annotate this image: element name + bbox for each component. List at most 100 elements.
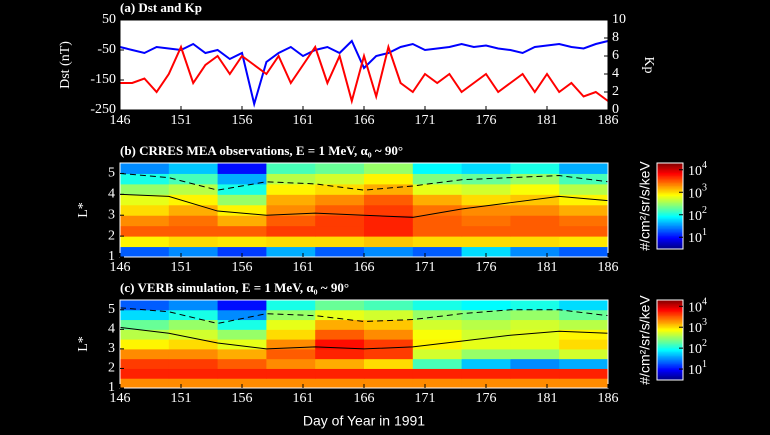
heat-cell xyxy=(120,183,170,195)
heat-cell xyxy=(266,378,316,389)
colorbar-segment xyxy=(657,373,683,376)
x-tick-label: 186 xyxy=(598,391,619,406)
colorbar-segment xyxy=(657,336,683,338)
heat-cell xyxy=(364,378,414,389)
heat-cell xyxy=(559,329,609,340)
colorbar-segment xyxy=(657,313,683,316)
heat-cell xyxy=(412,204,463,216)
heat-cell xyxy=(364,173,414,185)
heat-cell xyxy=(266,194,316,206)
colorbar-segment xyxy=(657,309,683,312)
colorbar-segment xyxy=(657,362,683,365)
colorbar-label: #/cm²/sr/s/keV xyxy=(637,295,653,385)
colorbar-segment xyxy=(657,233,683,236)
colorbar-segment xyxy=(657,310,683,313)
y2-tick-label: 0 xyxy=(612,102,619,117)
colorbar-segment xyxy=(657,168,683,171)
colorbar-segment xyxy=(657,321,683,324)
colorbar-label: #/cm²/sr/s/keV xyxy=(637,161,653,251)
heat-cell xyxy=(217,173,267,185)
y-tick-label: 4 xyxy=(108,322,115,337)
heat-cell xyxy=(510,329,560,340)
colorbar-segment xyxy=(657,191,683,194)
heat-cell xyxy=(559,204,609,216)
heat-cell xyxy=(559,194,609,206)
heat-cell xyxy=(315,378,365,389)
colorbar-segment xyxy=(657,216,683,218)
heat-cell xyxy=(168,183,219,195)
heat-cell xyxy=(510,236,560,248)
tick-base: 10 xyxy=(688,363,702,378)
colorbar-segment xyxy=(657,200,683,203)
heat-cell xyxy=(412,300,463,311)
colorbar-segment xyxy=(657,338,683,341)
heat-cell xyxy=(120,246,170,258)
colorbar-segment xyxy=(657,210,683,213)
colorbar-tick-label: 101 xyxy=(688,359,707,378)
heat-cell xyxy=(510,183,560,195)
heat-cell xyxy=(412,173,463,185)
x-tick-label: 176 xyxy=(476,260,497,275)
colorbar-segment xyxy=(657,357,683,360)
heat-cell xyxy=(559,215,609,227)
colorbar-segment xyxy=(657,231,683,234)
heat-cell xyxy=(266,348,316,360)
colorbar-segment xyxy=(657,318,683,321)
heat-cell xyxy=(315,236,365,248)
colorbar-segment xyxy=(657,234,683,237)
colorbar-tick-label: 104 xyxy=(688,160,707,179)
heat-cell xyxy=(461,215,511,227)
heat-cell xyxy=(364,368,414,379)
colorbar-segment xyxy=(657,348,683,350)
colorbar-segment xyxy=(657,220,683,223)
heat-cell xyxy=(120,329,170,340)
heat-cell xyxy=(315,173,365,185)
y2-tick-label: 8 xyxy=(612,30,619,45)
heat-cell xyxy=(168,215,219,227)
heat-cell xyxy=(120,173,170,185)
x-tick-label: 171 xyxy=(415,391,436,406)
y-tick-label: 3 xyxy=(108,341,115,356)
colorbar-segment xyxy=(657,312,683,314)
colorbar-segment xyxy=(657,320,683,322)
colorbar-tick-label: 103 xyxy=(688,318,707,337)
y-axis-label: L* xyxy=(76,336,91,352)
x-tick-label: 181 xyxy=(537,391,558,406)
colorbar-segment xyxy=(657,206,683,208)
l-star-line xyxy=(119,193,609,218)
colorbar-segment xyxy=(657,334,683,337)
y2-tick-label: 2 xyxy=(612,84,619,99)
tick-base: 10 xyxy=(688,209,702,224)
heat-cell xyxy=(412,329,463,340)
colorbar-tick-label: 102 xyxy=(688,338,707,357)
heat-cell xyxy=(461,194,511,206)
x-tick-label: 171 xyxy=(415,260,436,275)
data-line xyxy=(119,39,609,108)
colorbar-segment xyxy=(657,337,683,340)
colorbar-segment xyxy=(657,204,683,207)
heat-cell xyxy=(315,163,365,174)
heat-cell xyxy=(461,173,511,185)
heat-cell xyxy=(461,300,511,311)
colorbar-segment xyxy=(657,175,683,178)
heat-cell xyxy=(559,173,609,185)
colorbar-segment xyxy=(657,181,683,184)
colorbar-segment xyxy=(657,342,683,345)
colorbar-segment xyxy=(657,345,683,348)
heat-cell xyxy=(120,236,170,248)
colorbar-segment xyxy=(657,218,683,221)
colorbar-segment xyxy=(657,236,683,239)
x-tick-label: 151 xyxy=(171,113,192,128)
heat-cell xyxy=(168,173,219,185)
colorbar-segment xyxy=(657,324,683,326)
y-tick-label: -250 xyxy=(90,102,116,117)
heat-cell xyxy=(510,163,560,174)
data-line xyxy=(120,43,609,105)
heat-cell xyxy=(315,183,365,195)
y2-tick-label: 6 xyxy=(612,48,619,63)
heat-cell xyxy=(168,329,219,340)
heat-cell xyxy=(315,319,365,330)
heat-cell xyxy=(168,368,219,379)
colorbar-segment xyxy=(657,316,683,318)
colorbar-segment xyxy=(657,344,683,346)
